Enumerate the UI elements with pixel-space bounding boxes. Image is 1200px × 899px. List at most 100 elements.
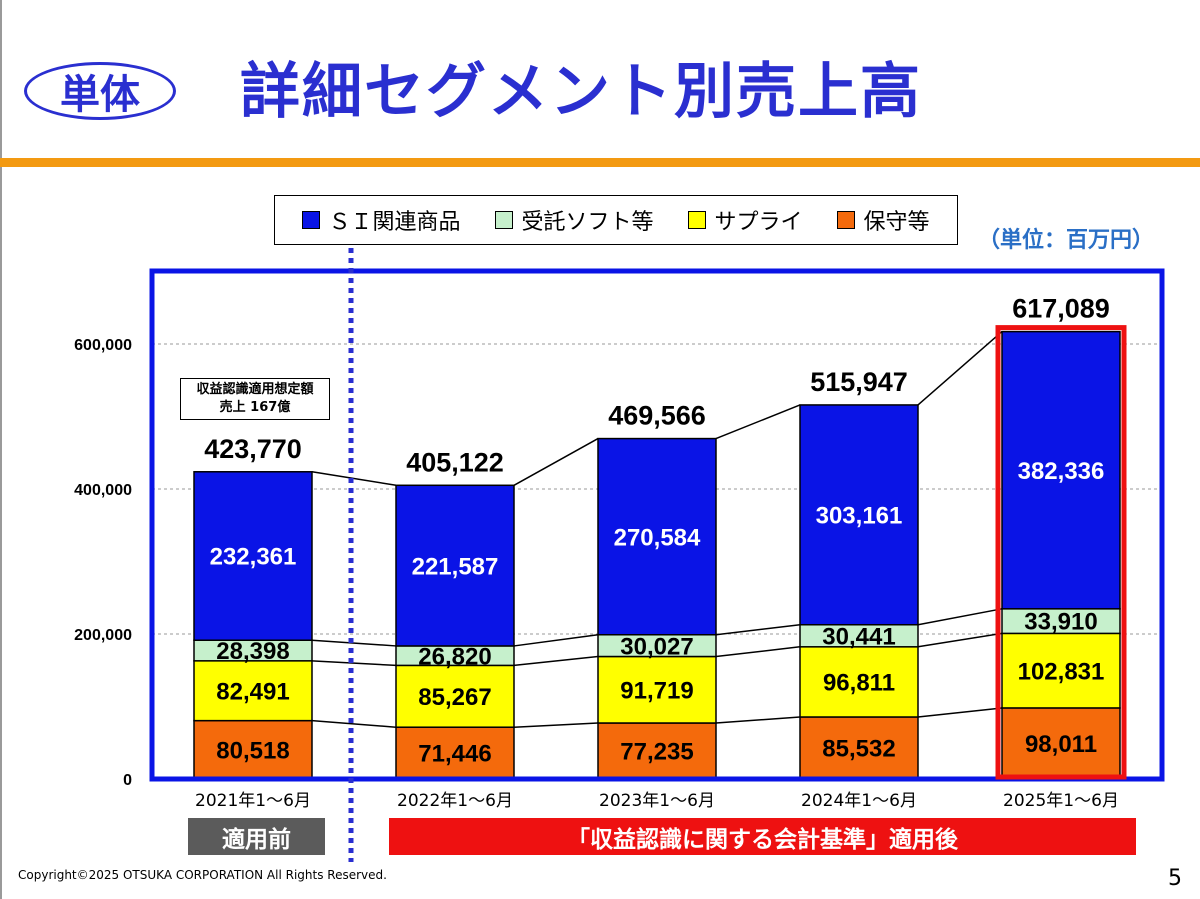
legend-swatch-si [302,211,321,229]
bar-segment-3-4 [1001,330,1121,610]
legend-item-si: ＳＩ関連商品 [302,204,461,236]
segment-label-layer: 80,518 82,491 28,398 232,361 71,446 85,267 26,… [210,458,1105,768]
bar-segment-3-2 [597,437,717,636]
legend-label-maintenance: 保守等 [863,210,930,235]
segment-label-1-4: 102,831 [1018,658,1105,685]
legend-item-software: 受託ソフト等 [495,204,654,236]
total-label-0: 423,770 [204,434,302,464]
connector-1-1 [513,655,599,667]
segment-label-2-0: 28,398 [216,638,289,665]
connector-3-1 [513,437,599,486]
bar-segment-3-0 [193,471,313,641]
segment-label-3-1: 221,587 [412,553,499,580]
bar-segment-0-3 [799,716,919,780]
legend-item-maintenance: 保守等 [837,204,930,236]
bar-layer [193,330,1121,780]
y-tick-label-3: 600,000 [74,337,132,354]
slide-left-border [0,0,2,899]
bar-segment-3-3 [799,404,919,626]
note-line-2: 売上 167億 [219,400,291,415]
connector-2-0 [311,639,397,647]
connector-0-3 [917,707,1003,718]
legend-label-si: ＳＩ関連商品 [328,210,461,235]
y-tick-label-2: 400,000 [74,482,132,499]
bar-segment-0-1 [395,726,515,780]
segment-label-0-4: 98,011 [1025,731,1097,758]
x-tick-label-4: 2025年1～6月 [1003,791,1119,811]
connector-1-2 [715,646,801,658]
note-line-1: 収益認識適用想定額 [196,382,314,397]
segment-label-2-1: 26,820 [418,643,491,670]
segment-label-0-2: 77,235 [620,739,693,766]
legend-item-supply: サプライ [688,204,803,236]
total-label-layer: 423,770 405,122 469,566 515,947 617,089 [204,294,1110,478]
bar-segment-2-4 [1001,608,1121,635]
legend-swatch-maintenance [837,211,856,229]
band-before-adoption: 適用前 [188,818,325,855]
x-tick-layer: 2021年1～6月 2022年1～6月 2023年1～6月 2024年1～6月 2025… [195,791,1119,811]
frame-layer [149,248,1165,862]
segment-label-3-4: 382,336 [1018,458,1105,485]
connector-2-2 [715,623,801,636]
x-tick-label-2: 2023年1～6月 [599,791,715,811]
segment-label-0-0: 80,518 [216,737,289,764]
connector-3-3 [917,331,1003,406]
y-tick-label-1: 200,000 [74,627,132,644]
segment-label-2-3: 30,441 [822,623,895,650]
connector-2-3 [917,608,1003,626]
connector-0-0 [311,719,397,728]
x-tick-label-1: 2022年1～6月 [397,791,513,811]
segment-label-2-2: 30,027 [620,633,693,660]
bar-segment-1-2 [597,655,717,724]
bar-segment-0-4 [1001,707,1121,780]
segment-label-3-3: 303,161 [816,502,903,529]
segment-label-3-2: 270,584 [614,524,701,551]
total-label-2: 469,566 [608,401,706,431]
legend-label-software: 受託ソフト等 [521,210,654,235]
title-underline [0,158,1200,167]
total-label-3: 515,947 [810,367,908,397]
connector-3-2 [715,404,801,440]
legend-swatch-software [495,211,514,229]
bar-segment-0-2 [597,722,717,780]
chart-legend: ＳＩ関連商品 受託ソフト等 サプライ 保守等 [274,195,958,245]
y-tick-layer: 0 200,000 400,000 600,000 [74,337,132,789]
copyright-text: Copyright©2025 OTSUKA CORPORATION All Ri… [18,868,387,882]
bar-segment-1-1 [395,664,515,728]
legend-label-supply: サプライ [714,210,803,235]
total-label-1: 405,122 [406,447,504,477]
plot-frame [149,268,1165,782]
segment-label-1-3: 96,811 [823,670,895,697]
connector-1-0 [311,660,397,667]
band-after-adoption: 「収益認識に関する会計基準」適用後 [389,818,1136,855]
unit-label: （単位：百万円） [978,228,1155,253]
highlight-frame [995,325,1127,780]
bar-segment-1-3 [799,646,919,718]
y-tick-label-0: 0 [123,772,132,789]
legend-swatch-supply [688,211,707,229]
segment-label-1-0: 82,491 [216,678,289,705]
bar-segment-1-4 [1001,632,1121,709]
connector-3-0 [311,471,397,487]
page-title: 詳細セグメント別売上高 [240,57,922,127]
total-label-4: 617,089 [1012,294,1110,324]
entity-badge: 単体 [24,62,176,120]
x-tick-label-3: 2024年1～6月 [801,791,917,811]
segment-label-0-1: 71,446 [418,741,491,768]
x-tick-label-0: 2021年1～6月 [195,791,311,811]
page-number: 5 [1168,866,1182,891]
connector-2-1 [513,633,599,647]
segment-label-2-4: 33,910 [1024,609,1097,636]
bar-segment-3-1 [395,484,515,647]
connector-layer [311,331,1003,728]
connector-1-3 [917,632,1003,648]
connector-0-2 [715,716,801,724]
bar-segment-0-0 [193,719,313,780]
note-box: 収益認識適用想定額 売上 167億 [180,378,330,420]
segment-label-3-0: 232,361 [210,544,297,571]
segment-label-0-3: 85,532 [822,736,895,763]
connector-0-1 [513,722,599,728]
segment-label-1-2: 91,719 [620,677,693,704]
segment-label-1-1: 85,267 [418,684,491,711]
